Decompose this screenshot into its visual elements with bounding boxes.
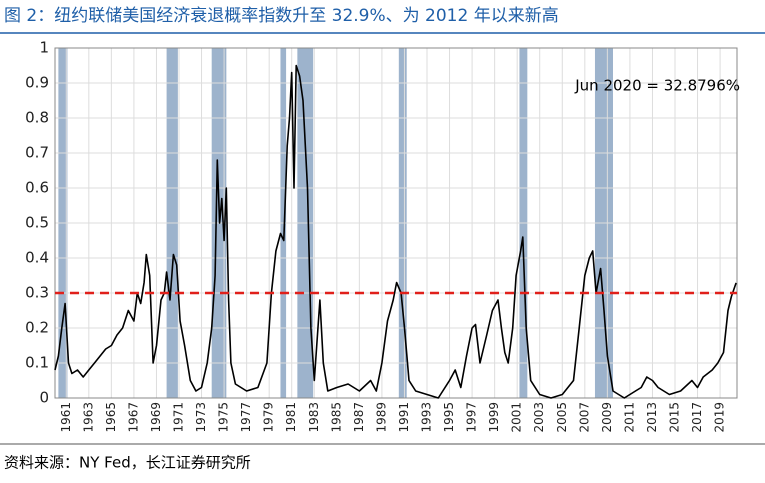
y-tick-label: 0.9 xyxy=(25,74,49,92)
y-tick-label: 0 xyxy=(39,389,49,407)
x-tick-label: 2001 xyxy=(510,402,524,433)
x-tick-label: 1983 xyxy=(307,402,321,433)
source: 资料来源：NY Fed，长江证券研究所 xyxy=(4,454,251,472)
x-tick-label: 2013 xyxy=(645,402,659,433)
x-tick-label: 1973 xyxy=(194,402,208,433)
y-tick-label: 0.1 xyxy=(25,354,49,372)
y-tick-label: 0.7 xyxy=(25,144,49,162)
x-tick-label: 1965 xyxy=(104,402,118,433)
x-tick-label: 1995 xyxy=(442,402,456,433)
x-tick-label: 2005 xyxy=(555,402,569,433)
plot-frame xyxy=(54,47,738,399)
probability-line xyxy=(54,64,737,399)
y-tick-label: 0.8 xyxy=(25,109,49,127)
x-tick-label: 1989 xyxy=(374,402,388,433)
x-tick-label: 1985 xyxy=(329,402,343,433)
x-tick-label: 2007 xyxy=(577,402,591,433)
x-tick-label: 1979 xyxy=(262,402,276,433)
x-tick-label: 1987 xyxy=(352,402,366,433)
y-tick-label: 0.3 xyxy=(25,284,49,302)
chart-title: 图 2：纽约联储美国经济衰退概率指数升至 32.9%、为 2012 年以来新高 xyxy=(4,6,559,26)
x-tick-label: 2015 xyxy=(668,402,682,433)
y-tick-label: 0.6 xyxy=(25,179,49,197)
y-tick-label: 1 xyxy=(39,39,49,57)
x-tick-label: 1961 xyxy=(59,402,73,433)
x-tick-label: 1969 xyxy=(149,402,163,433)
x-tick-label: 1999 xyxy=(487,402,501,433)
x-tick-label: 2011 xyxy=(622,402,636,433)
y-tick-label: 0.4 xyxy=(25,249,49,267)
y-tick-label: 0.5 xyxy=(25,214,49,232)
x-tick-label: 1981 xyxy=(284,402,298,433)
y-tick-label: 0.2 xyxy=(25,319,49,337)
x-tick-label: 1963 xyxy=(81,402,95,433)
x-tick-label: 2017 xyxy=(690,402,704,433)
x-tick-label: 1971 xyxy=(172,402,186,433)
x-tick-label: 1997 xyxy=(465,402,479,433)
x-tick-label: 2019 xyxy=(713,402,727,433)
x-tick-label: 1991 xyxy=(397,402,411,433)
x-tick-label: 2009 xyxy=(600,402,614,433)
x-tick-label: 1993 xyxy=(420,402,434,433)
x-tick-label: 1977 xyxy=(239,402,253,433)
x-tick-label: 2003 xyxy=(532,402,546,433)
x-tick-label: 1975 xyxy=(217,402,231,433)
x-tick-label: 1967 xyxy=(126,402,140,433)
annotation: Jun 2020 = 32.8796% xyxy=(574,77,740,95)
